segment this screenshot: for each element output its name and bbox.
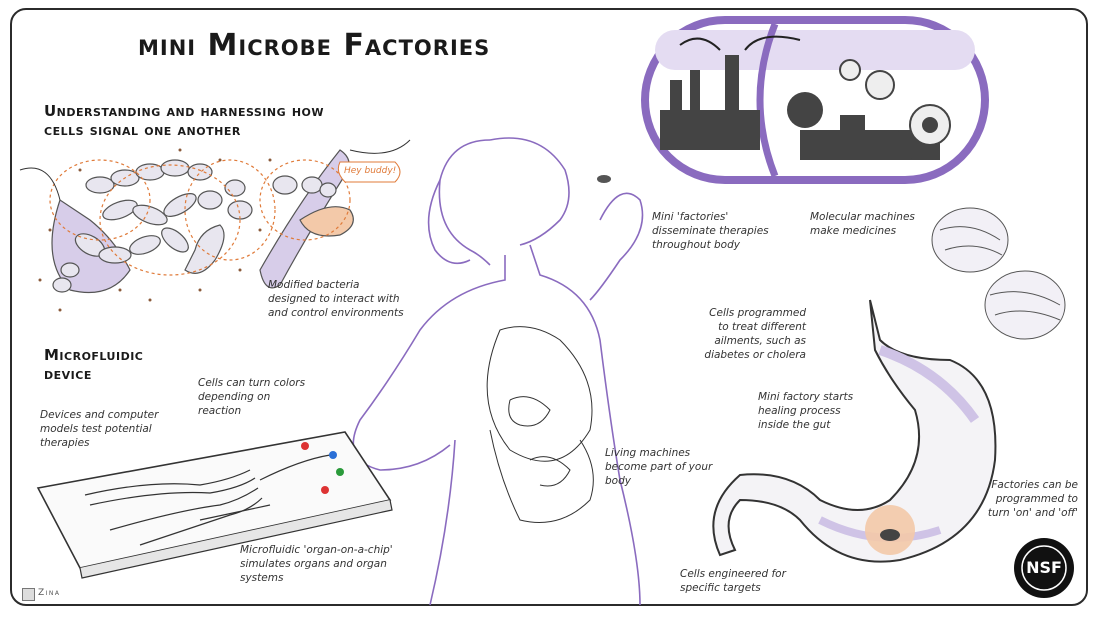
nsf-logo-text: NSF bbox=[1026, 558, 1062, 577]
note-organ-on-chip: Microfluidic 'organ-on-a-chip' simulates… bbox=[240, 544, 393, 584]
gear-icon bbox=[839, 59, 951, 146]
molecular-machine-icon bbox=[931, 207, 1066, 340]
note-factories-switch: Factories can be programmed to turn 'on'… bbox=[987, 479, 1078, 519]
note-mini-factory-heals: Mini factory starts healing process insi… bbox=[758, 391, 854, 431]
hey-buddy-bubble: Hey buddy! bbox=[344, 166, 397, 176]
nsf-logo-icon bbox=[1014, 538, 1074, 598]
note-devices-models: Devices and computer models test potenti… bbox=[40, 409, 159, 449]
woman-figure-icon bbox=[352, 137, 644, 606]
note-cells-turn-colors: Cells can turn colors depending on react… bbox=[198, 377, 306, 417]
note-cells-engineered: Cells engineered for specific targets bbox=[680, 568, 786, 594]
signaling-heading: Understanding and harnessing how cells s… bbox=[44, 102, 325, 139]
bacteria-cluster-icon bbox=[49, 149, 354, 294]
pill-icon bbox=[597, 175, 611, 183]
note-molecular-machines: Molecular machines make medicines bbox=[810, 211, 915, 237]
artist-credit: Zina bbox=[38, 588, 61, 598]
page-title: mini Microbe Factories bbox=[138, 28, 491, 63]
note-living-machines: Living machines become part of your body bbox=[605, 447, 713, 487]
microfluidic-chip-icon bbox=[36, 431, 393, 579]
microfluidic-heading: Microfluidic device bbox=[44, 346, 144, 383]
note-mini-factories: Mini 'factories' disseminate therapies t… bbox=[652, 211, 769, 251]
capsule-factory-icon bbox=[641, 16, 989, 184]
stomach-icon bbox=[712, 299, 997, 563]
credit-icon bbox=[22, 588, 35, 601]
note-modified-bacteria: Modified bacteria designed to interact w… bbox=[268, 279, 404, 319]
intestine-icon bbox=[486, 326, 594, 523]
note-cells-programmed: Cells programmed to treat different ailm… bbox=[704, 307, 806, 361]
